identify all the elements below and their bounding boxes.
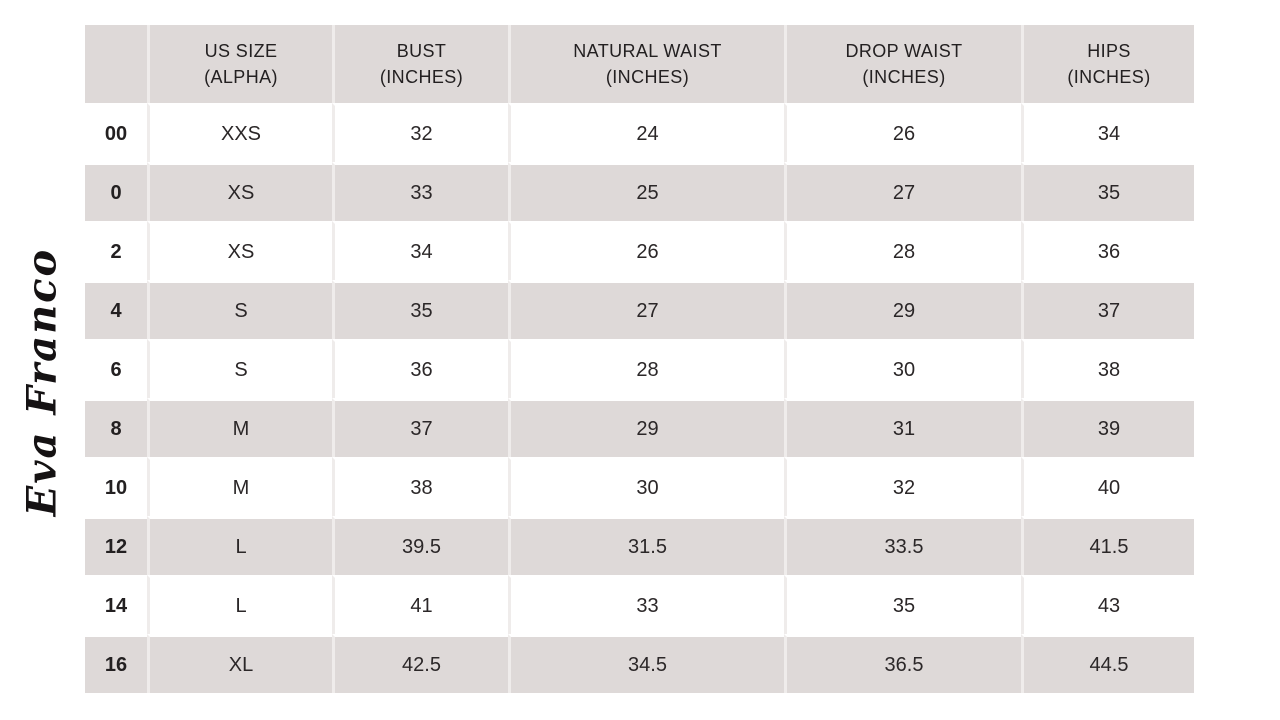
table-header: US SIZE (ALPHA) BUST (INCHES) NATURAL WA… bbox=[85, 25, 1194, 103]
header-line: (INCHES) bbox=[1067, 67, 1151, 87]
us-size-cell: 10 bbox=[85, 457, 147, 516]
table-row: 2 XS 34 26 28 36 bbox=[85, 221, 1194, 280]
us-size-cell: 6 bbox=[85, 339, 147, 398]
drop-waist-cell: 33.5 bbox=[784, 516, 1021, 575]
drop-waist-cell: 26 bbox=[784, 103, 1021, 162]
us-size-cell: 16 bbox=[85, 634, 147, 693]
drop-waist-cell: 28 bbox=[784, 221, 1021, 280]
header-line: (ALPHA) bbox=[204, 67, 278, 87]
natural-waist-cell: 24 bbox=[508, 103, 784, 162]
header-line: NATURAL WAIST bbox=[573, 40, 722, 61]
drop-waist-cell: 27 bbox=[784, 162, 1021, 221]
hips-cell: 44.5 bbox=[1021, 634, 1194, 693]
table-row: 14 L 41 33 35 43 bbox=[85, 575, 1194, 634]
header-line: (INCHES) bbox=[605, 67, 690, 87]
drop-waist-cell: 35 bbox=[784, 575, 1021, 634]
header-line: (INCHES) bbox=[862, 67, 946, 87]
header-line: US SIZE bbox=[204, 40, 278, 61]
alpha-size-cell: XXS bbox=[147, 103, 332, 162]
natural-waist-cell: 33 bbox=[508, 575, 784, 634]
hips-cell: 35 bbox=[1021, 162, 1194, 221]
table-row: 16 XL 42.5 34.5 36.5 44.5 bbox=[85, 634, 1194, 693]
hips-cell: 39 bbox=[1021, 398, 1194, 457]
column-header-us-size-alpha: US SIZE (ALPHA) bbox=[147, 25, 332, 103]
hips-cell: 40 bbox=[1021, 457, 1194, 516]
bust-cell: 38 bbox=[332, 457, 508, 516]
bust-cell: 37 bbox=[332, 398, 508, 457]
table-row: 6 S 36 28 30 38 bbox=[85, 339, 1194, 398]
alpha-size-cell: L bbox=[147, 516, 332, 575]
table-row: 8 M 37 29 31 39 bbox=[85, 398, 1194, 457]
natural-waist-cell: 28 bbox=[508, 339, 784, 398]
us-size-cell: 4 bbox=[85, 280, 147, 339]
table-row: 12 L 39.5 31.5 33.5 41.5 bbox=[85, 516, 1194, 575]
bust-cell: 41 bbox=[332, 575, 508, 634]
alpha-size-cell: M bbox=[147, 457, 332, 516]
drop-waist-cell: 29 bbox=[784, 280, 1021, 339]
us-size-cell: 2 bbox=[85, 221, 147, 280]
header-line: (INCHES) bbox=[379, 67, 464, 87]
natural-waist-cell: 31.5 bbox=[508, 516, 784, 575]
bust-cell: 32 bbox=[332, 103, 508, 162]
hips-cell: 41.5 bbox=[1021, 516, 1194, 575]
alpha-size-cell: L bbox=[147, 575, 332, 634]
alpha-size-cell: S bbox=[147, 339, 332, 398]
natural-waist-cell: 29 bbox=[508, 398, 784, 457]
hips-cell: 37 bbox=[1021, 280, 1194, 339]
drop-waist-cell: 30 bbox=[784, 339, 1021, 398]
natural-waist-cell: 34.5 bbox=[508, 634, 784, 693]
alpha-size-cell: XS bbox=[147, 162, 332, 221]
hips-cell: 38 bbox=[1021, 339, 1194, 398]
drop-waist-cell: 31 bbox=[784, 398, 1021, 457]
drop-waist-cell: 32 bbox=[784, 457, 1021, 516]
corner-cell bbox=[85, 25, 147, 103]
alpha-size-cell: S bbox=[147, 280, 332, 339]
table-row: 10 M 38 30 32 40 bbox=[85, 457, 1194, 516]
column-header-drop-waist: DROP WAIST (INCHES) bbox=[784, 25, 1021, 103]
natural-waist-cell: 26 bbox=[508, 221, 784, 280]
bust-cell: 39.5 bbox=[332, 516, 508, 575]
natural-waist-cell: 27 bbox=[508, 280, 784, 339]
us-size-cell: 0 bbox=[85, 162, 147, 221]
table-row: 00 XXS 32 24 26 34 bbox=[85, 103, 1194, 162]
us-size-cell: 8 bbox=[85, 398, 147, 457]
alpha-size-cell: XL bbox=[147, 634, 332, 693]
column-header-natural-waist: NATURAL WAIST (INCHES) bbox=[508, 25, 784, 103]
alpha-size-cell: XS bbox=[147, 221, 332, 280]
us-size-cell: 14 bbox=[85, 575, 147, 634]
bust-cell: 33 bbox=[332, 162, 508, 221]
hips-cell: 43 bbox=[1021, 575, 1194, 634]
eva-franco-logo: Eva Franco bbox=[18, 247, 66, 517]
alpha-size-cell: M bbox=[147, 398, 332, 457]
size-chart-table: US SIZE (ALPHA) BUST (INCHES) NATURAL WA… bbox=[85, 25, 1194, 693]
us-size-cell: 12 bbox=[85, 516, 147, 575]
bust-cell: 34 bbox=[332, 221, 508, 280]
header-row: US SIZE (ALPHA) BUST (INCHES) NATURAL WA… bbox=[85, 25, 1194, 103]
column-header-hips: HIPS (INCHES) bbox=[1021, 25, 1194, 103]
natural-waist-cell: 30 bbox=[508, 457, 784, 516]
column-header-bust: BUST (INCHES) bbox=[332, 25, 508, 103]
natural-waist-cell: 25 bbox=[508, 162, 784, 221]
header-line: DROP WAIST bbox=[845, 40, 963, 61]
table-row: 4 S 35 27 29 37 bbox=[85, 280, 1194, 339]
hips-cell: 36 bbox=[1021, 221, 1194, 280]
us-size-cell: 00 bbox=[85, 103, 147, 162]
size-table-body: 00 XXS 32 24 26 34 0 XS 33 25 27 35 2 XS 34 26 28 36 4 S 35 2… bbox=[85, 103, 1194, 693]
drop-waist-cell: 36.5 bbox=[784, 634, 1021, 693]
header-line: BUST bbox=[396, 40, 447, 61]
bust-cell: 36 bbox=[332, 339, 508, 398]
header-line: HIPS bbox=[1087, 40, 1131, 61]
bust-cell: 35 bbox=[332, 280, 508, 339]
hips-cell: 34 bbox=[1021, 103, 1194, 162]
table-row: 0 XS 33 25 27 35 bbox=[85, 162, 1194, 221]
bust-cell: 42.5 bbox=[332, 634, 508, 693]
